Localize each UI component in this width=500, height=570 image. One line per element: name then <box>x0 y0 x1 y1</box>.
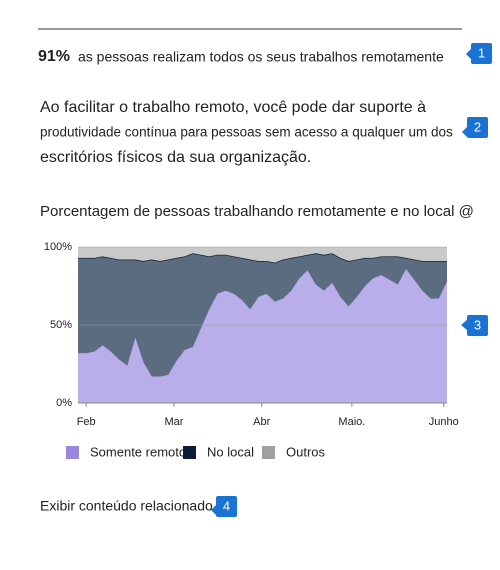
legend-swatch <box>66 446 79 459</box>
callout-number: 2 <box>474 119 481 134</box>
callout: 2 <box>462 117 488 138</box>
paragraph-line: escritórios físicos da sua organização. <box>40 149 311 166</box>
area <box>78 247 447 263</box>
chart: 0% 50% 100% Feb Mar Abr Maio. Junho Somente remo… <box>44 241 459 460</box>
chart-title: Porcentagem de pessoas trabalhando remot… <box>40 203 474 220</box>
legend-swatch <box>183 446 196 459</box>
x-tick-label: Abr <box>253 416 270 428</box>
x-tick-label: Maio. <box>338 416 365 428</box>
paragraph-line: produtividade contínua para pessoas sem … <box>40 125 453 140</box>
legend-label: No local <box>207 444 254 459</box>
callout-number: 1 <box>478 45 485 60</box>
callout: 3 <box>461 315 488 336</box>
stat-value: 91% <box>38 48 70 65</box>
y-tick-label: 0% <box>56 397 72 409</box>
callout: 4 <box>211 496 237 517</box>
stat-text: as pessoas realizam todos os seus trabal… <box>78 49 444 65</box>
y-tick-label: 100% <box>44 241 72 253</box>
legend-swatch <box>262 446 275 459</box>
x-tick-label: Junho <box>429 416 459 428</box>
callout-number: 4 <box>223 498 230 513</box>
y-tick-label: 50% <box>50 319 72 331</box>
legend-label: Outros <box>286 444 326 459</box>
callout: 1 <box>466 43 492 64</box>
legend-label: Somente remoto <box>90 444 186 459</box>
x-tick-label: Feb <box>77 416 96 428</box>
area <box>78 268 447 403</box>
callout-number: 3 <box>474 317 481 332</box>
area <box>78 253 447 377</box>
related-link[interactable]: Exibir conteúdo relacionado <box>40 498 213 514</box>
paragraph-line: Ao facilitar o trabalho remoto, você pod… <box>40 99 426 116</box>
x-tick-label: Mar <box>164 416 183 428</box>
